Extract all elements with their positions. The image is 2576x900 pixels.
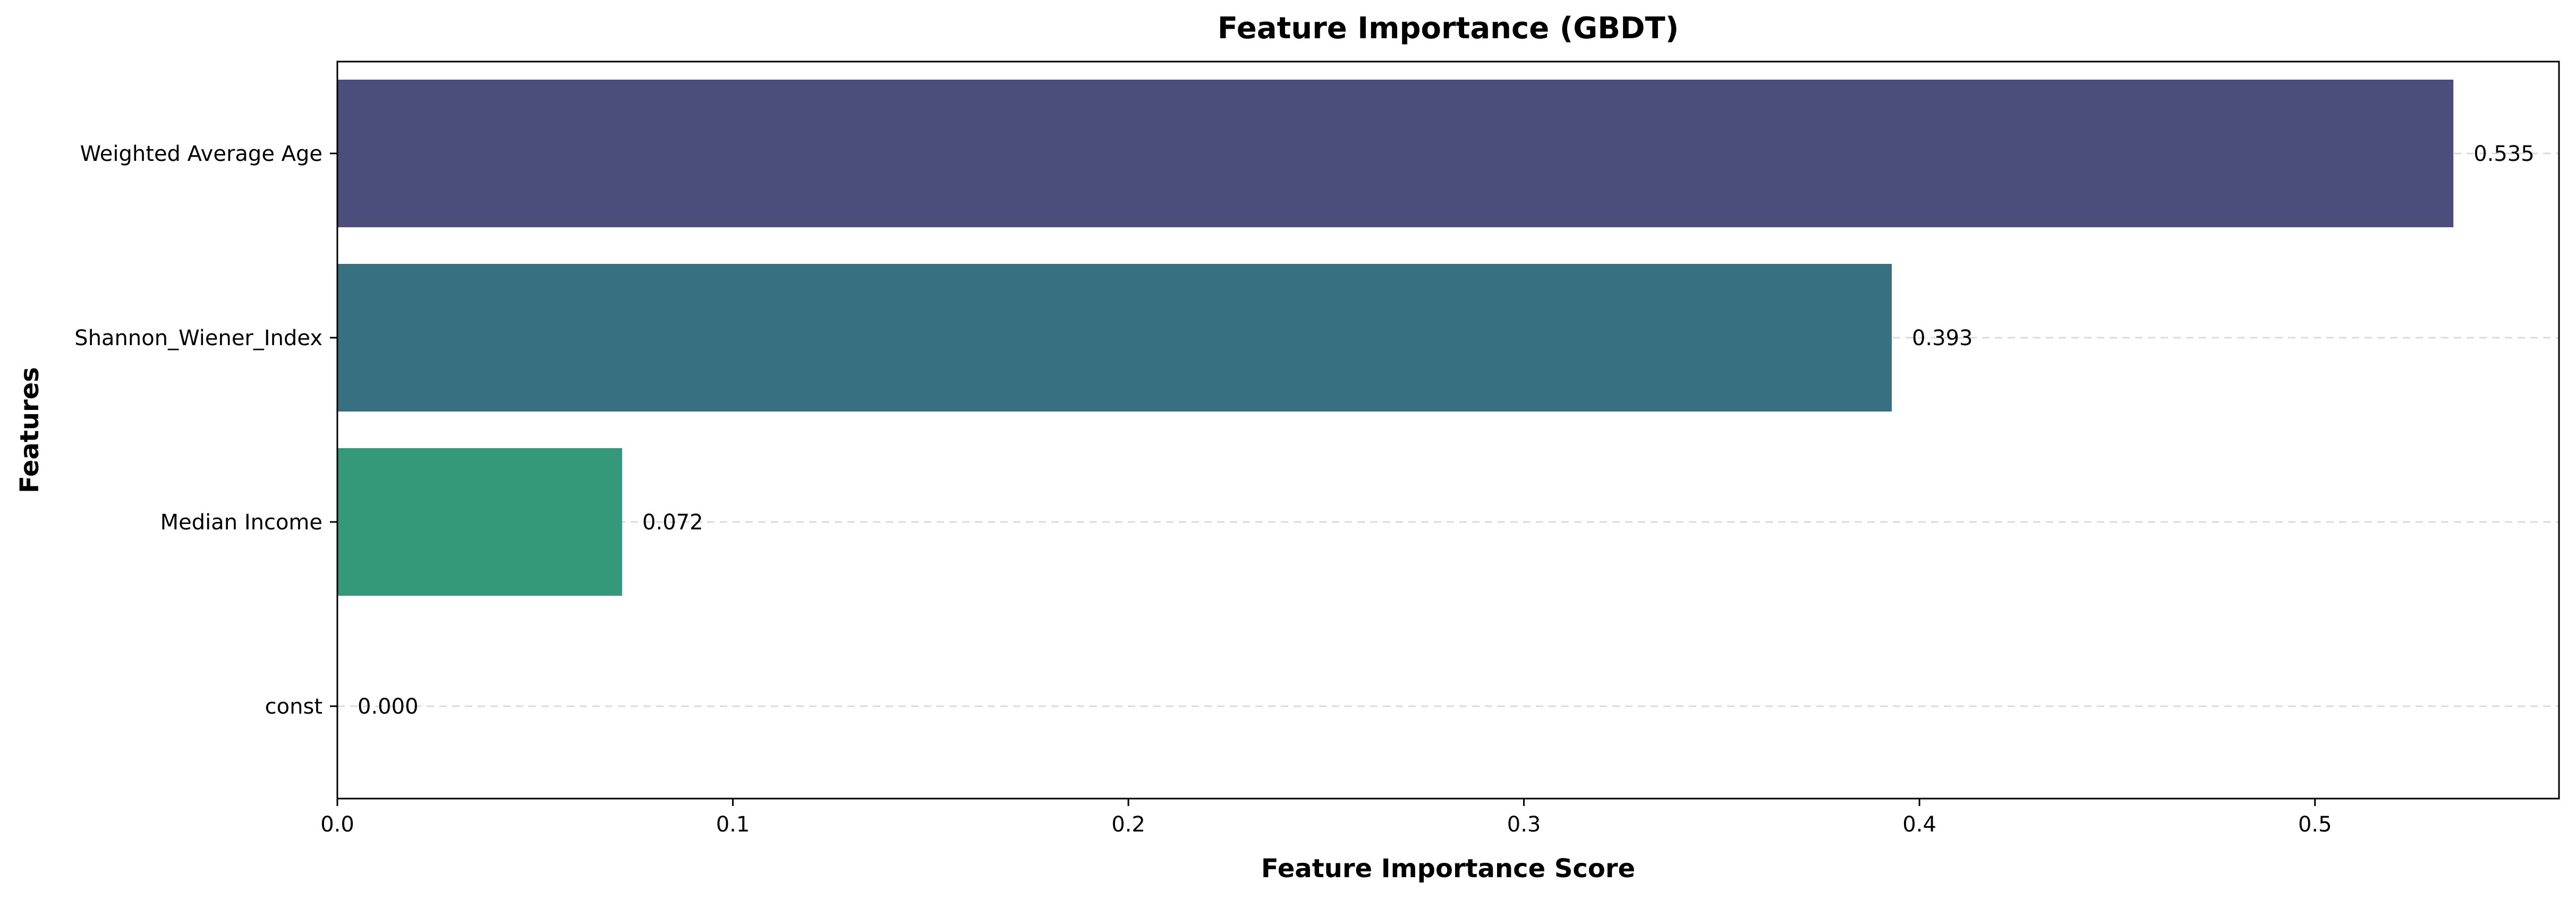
x-tick-label: 0.2 (1111, 812, 1145, 837)
x-tick-label: 0.4 (1902, 812, 1936, 837)
value-label: 0.535 (2473, 142, 2535, 166)
bar (337, 80, 2454, 227)
x-tick-label: 0.3 (1507, 812, 1541, 837)
value-label: 0.000 (358, 695, 419, 719)
x-tick-label: 0.0 (320, 812, 354, 837)
x-tick-label: 0.5 (2298, 812, 2332, 837)
y-tick-label: Weighted Average Age (80, 142, 322, 166)
chart-title: Feature Importance (GBDT) (1218, 11, 1679, 46)
y-tick-label: Median Income (160, 510, 322, 535)
value-label: 0.072 (642, 510, 703, 535)
plot-frame (336, 61, 2560, 800)
x-tick-label: 0.1 (716, 812, 750, 837)
y-tick-label: Shannon_Wiener_Index (74, 326, 322, 350)
bar (337, 264, 1892, 412)
y-axis-ticks: Weighted Average Age Shannon_Wiener_Index… (74, 142, 337, 719)
y-tick-label: const (265, 695, 322, 719)
y-axis-label: Features (15, 367, 45, 493)
value-labels: 0.535 0.393 0.072 0.000 (358, 142, 2535, 719)
x-axis-label: Feature Importance Score (1261, 854, 1635, 884)
bars (337, 80, 2454, 596)
x-axis-ticks: 0.0 0.1 0.2 0.3 0.4 0.5 (320, 799, 2332, 837)
bar (337, 448, 623, 596)
value-label: 0.393 (1912, 326, 1973, 350)
